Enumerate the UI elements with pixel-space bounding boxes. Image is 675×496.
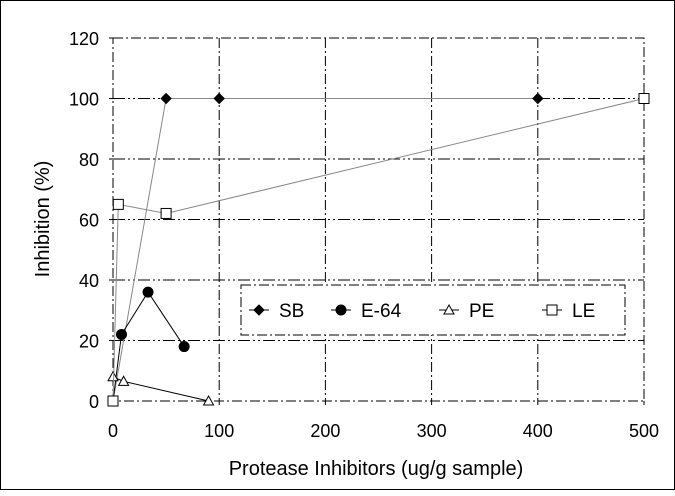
data-point-pe <box>202 394 215 406</box>
data-point-e-64 <box>142 286 154 298</box>
y-tick-label: 40 <box>79 271 99 291</box>
legend-label-e-64: E-64 <box>361 301 402 322</box>
x-axis-label: Protease Inhibitors (ug/g sample) <box>229 458 524 480</box>
grid <box>112 37 645 402</box>
y-tick-label: 100 <box>69 90 99 110</box>
legend-label-sb: SB <box>279 301 304 322</box>
series-line-sb <box>112 98 538 402</box>
data-point-pe <box>117 375 130 386</box>
x-tick-label: 400 <box>523 421 553 441</box>
x-tick-label: 500 <box>629 421 659 441</box>
data-point-le <box>107 395 119 407</box>
series-line-e-64 <box>112 291 185 402</box>
x-tick-label: 100 <box>204 421 234 441</box>
legend-marker-sb <box>253 304 265 316</box>
data-point-le <box>160 207 172 219</box>
series-line-le <box>112 98 645 402</box>
data-point-le <box>112 198 124 210</box>
series-pe <box>107 370 215 406</box>
y-tick-label: 20 <box>79 332 99 352</box>
data-point-e-64 <box>178 341 190 353</box>
series-le <box>107 93 650 407</box>
y-tick-label: 80 <box>79 150 99 170</box>
legend: SB E-64 PE LE <box>240 284 626 336</box>
data-point-sb <box>213 92 225 105</box>
series-line-pe <box>112 376 209 402</box>
series-e-64 <box>107 286 190 407</box>
x-tick-label: 200 <box>310 421 340 441</box>
x-tick-label: 0 <box>108 421 118 441</box>
axes: 0 20 40 60 80 100 120 0 100 200 300 400 500 <box>69 29 659 441</box>
data-point-e-64 <box>115 328 127 340</box>
data-point-le <box>638 93 650 104</box>
data-point-sb <box>532 92 544 105</box>
y-axis-label: Inhibition (%) <box>32 161 54 278</box>
series-layer <box>107 92 650 407</box>
legend-marker-e-64 <box>335 304 347 316</box>
y-tick-label: 120 <box>69 29 99 49</box>
legend-marker-pe <box>443 303 455 315</box>
data-point-pe <box>107 370 119 382</box>
legend-label-le: LE <box>572 301 595 322</box>
legend-label-pe: PE <box>469 301 494 322</box>
y-tick-label: 60 <box>79 211 99 231</box>
legend-marker-le <box>546 304 558 316</box>
y-tick-label: 0 <box>89 392 99 412</box>
x-tick-label: 300 <box>417 421 447 441</box>
data-point-sb <box>160 92 172 105</box>
